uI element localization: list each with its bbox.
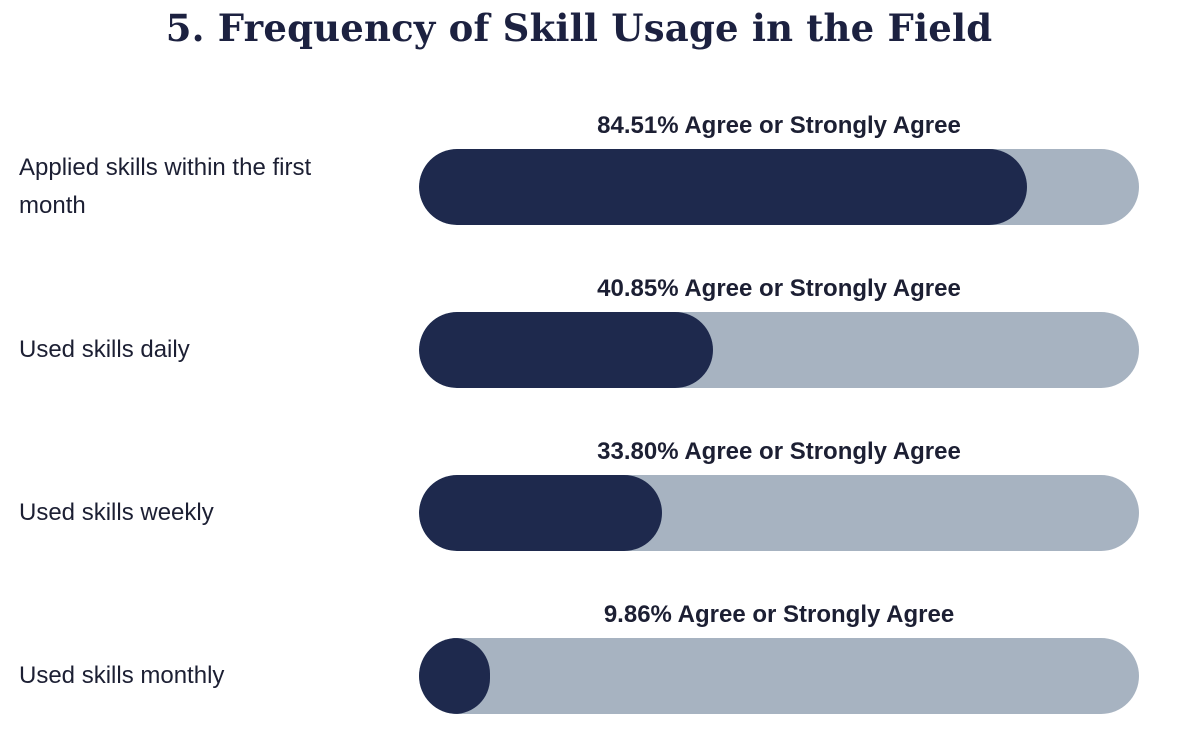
bar-category-label: Used skills daily xyxy=(19,336,190,363)
bar-row: 40.85% Agree or Strongly Agree Used skill… xyxy=(0,275,1195,415)
chart-title: 5. Frequency of Skill Usage in the Field xyxy=(165,6,993,50)
bar-fill xyxy=(419,149,1028,225)
bar-track xyxy=(419,638,1139,714)
bar-track xyxy=(419,475,1139,551)
bar-track xyxy=(419,149,1139,225)
bar-row: 9.86% Agree or Strongly Agree Used skills… xyxy=(0,601,1195,741)
bar-category-label: Used skills weekly xyxy=(19,499,214,526)
bar-track xyxy=(419,312,1139,388)
bar-value-label: 9.86% Agree or Strongly Agree xyxy=(603,601,955,628)
bar-category-label: Used skills monthly xyxy=(19,662,225,689)
bar-value-label: 84.51% Agree or Strongly Agree xyxy=(597,112,961,139)
bar-fill xyxy=(419,475,663,551)
bar-value-label: 40.85% Agree or Strongly Agree xyxy=(597,275,961,302)
bar-value-label: 33.80% Agree or Strongly Agree xyxy=(597,438,961,465)
bar-fill xyxy=(419,638,490,714)
bar-row: 84.51% Agree or Strongly Agree Applied sk… xyxy=(0,112,1195,252)
bar-row: 33.80% Agree or Strongly Agree Used skill… xyxy=(0,438,1195,578)
bar-fill xyxy=(419,312,714,388)
bar-category-label: Applied skills within the first month xyxy=(19,154,312,219)
